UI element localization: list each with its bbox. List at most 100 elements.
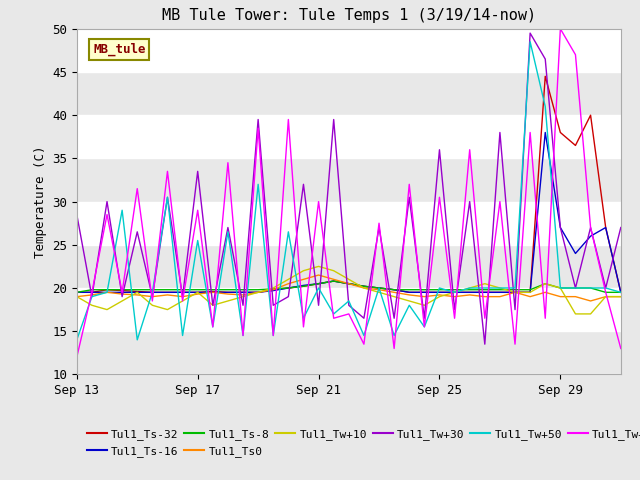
Tul1_Tw+50: [345, 298, 353, 304]
Tul1_Ts0: [224, 291, 232, 297]
Line: Tul1_Ts-8: Tul1_Ts-8: [77, 281, 621, 292]
Tul1_Tw+50: [315, 285, 323, 291]
Tul1_Tw+30: [526, 30, 534, 36]
Tul1_Ts-32: [405, 289, 413, 295]
Tul1_Ts-32: [557, 130, 564, 135]
Tul1_Ts-32: [496, 289, 504, 295]
Legend: Tul1_Ts-32, Tul1_Ts-16, Tul1_Ts-8, Tul1_Ts0, Tul1_Tw+10, Tul1_Tw+30, Tul1_Tw+50,: Tul1_Ts-32, Tul1_Ts-16, Tul1_Ts-8, Tul1_…: [83, 425, 640, 461]
Bar: [77, 331, 621, 374]
Tul1_Ts-32: [330, 278, 337, 284]
Tul1_Tw+50: [541, 104, 549, 109]
Tul1_Ts-16: [315, 281, 323, 287]
Tul1_Ts-16: [194, 289, 202, 295]
Tul1_Ts-16: [209, 289, 216, 295]
Tul1_Tw+100: [436, 194, 444, 200]
Tul1_Tw+30: [118, 294, 126, 300]
Tul1_Ts-16: [390, 287, 398, 293]
Tul1_Ts-16: [239, 289, 247, 295]
Tul1_Ts-16: [73, 289, 81, 295]
Tul1_Ts-16: [557, 225, 564, 230]
Tul1_Ts-16: [345, 281, 353, 287]
Tul1_Ts-32: [390, 287, 398, 293]
Tul1_Tw+50: [405, 302, 413, 308]
Tul1_Ts0: [179, 294, 186, 300]
Tul1_Tw+50: [390, 333, 398, 338]
Tul1_Tw+10: [88, 302, 96, 308]
Tul1_Ts-16: [451, 289, 458, 295]
Tul1_Tw+10: [148, 302, 156, 308]
Tul1_Ts-32: [133, 288, 141, 294]
Tul1_Ts-8: [557, 285, 564, 291]
Tul1_Ts-32: [617, 289, 625, 295]
Tul1_Tw+50: [285, 229, 292, 235]
Tul1_Tw+10: [194, 289, 202, 295]
Tul1_Ts-8: [511, 287, 519, 293]
Tul1_Tw+50: [148, 289, 156, 295]
Tul1_Ts-32: [118, 288, 126, 293]
Tul1_Tw+30: [390, 315, 398, 321]
Tul1_Tw+50: [269, 333, 277, 338]
Tul1_Ts-16: [572, 251, 579, 256]
Tul1_Ts-8: [360, 283, 368, 289]
Tul1_Ts-8: [194, 287, 202, 293]
Tul1_Ts0: [345, 281, 353, 287]
Tul1_Ts-16: [420, 289, 428, 295]
Tul1_Ts-16: [330, 278, 337, 284]
Tul1_Ts0: [103, 289, 111, 295]
Tul1_Ts-8: [148, 287, 156, 293]
Tul1_Tw+100: [239, 333, 247, 338]
Tul1_Tw+100: [133, 186, 141, 192]
Tul1_Ts0: [330, 276, 337, 282]
Tul1_Tw+100: [315, 199, 323, 204]
Tul1_Ts-16: [133, 289, 141, 295]
Tul1_Ts-16: [405, 289, 413, 295]
Tul1_Ts-32: [541, 73, 549, 79]
Tul1_Tw+10: [405, 298, 413, 304]
Line: Tul1_Tw+50: Tul1_Tw+50: [77, 42, 621, 340]
Line: Tul1_Tw+10: Tul1_Tw+10: [77, 266, 621, 314]
Tul1_Tw+10: [617, 294, 625, 300]
Tul1_Tw+30: [541, 56, 549, 62]
Tul1_Ts-32: [285, 285, 292, 291]
Tul1_Tw+30: [315, 302, 323, 308]
Tul1_Ts-32: [466, 289, 474, 295]
Tul1_Ts-32: [602, 225, 609, 230]
Tul1_Tw+30: [360, 315, 368, 321]
Tul1_Tw+30: [496, 130, 504, 135]
Tul1_Tw+50: [511, 285, 519, 291]
Tul1_Ts-8: [330, 278, 337, 284]
Tul1_Tw+10: [557, 285, 564, 291]
Tul1_Tw+10: [239, 294, 247, 300]
Tul1_Ts0: [587, 298, 595, 304]
Tul1_Tw+50: [375, 285, 383, 291]
Tul1_Ts-32: [572, 143, 579, 148]
Tul1_Ts-32: [254, 289, 262, 295]
Tul1_Ts-32: [436, 289, 444, 295]
Tul1_Tw+100: [164, 168, 172, 174]
Tul1_Tw+100: [572, 52, 579, 58]
Tul1_Ts-8: [118, 287, 126, 293]
Tul1_Ts-32: [73, 289, 81, 295]
Tul1_Ts-16: [481, 289, 489, 295]
Tul1_Ts-8: [496, 287, 504, 293]
Tul1_Ts-32: [239, 289, 247, 295]
Tul1_Ts0: [269, 287, 277, 293]
Tul1_Ts0: [239, 292, 247, 298]
Tul1_Ts-16: [511, 289, 519, 295]
Tul1_Tw+100: [602, 289, 609, 295]
Tul1_Ts-8: [617, 289, 625, 295]
Tul1_Ts-32: [511, 289, 519, 295]
Tul1_Tw+10: [375, 289, 383, 295]
Tul1_Ts-8: [602, 289, 609, 295]
Tul1_Ts-8: [436, 287, 444, 293]
Tul1_Ts0: [164, 292, 172, 298]
Tul1_Ts-16: [360, 283, 368, 289]
Tul1_Tw+100: [330, 315, 337, 321]
Tul1_Tw+10: [164, 307, 172, 312]
Tul1_Tw+30: [194, 168, 202, 174]
Tul1_Tw+10: [436, 294, 444, 300]
Tul1_Ts0: [602, 294, 609, 300]
Tul1_Ts-32: [360, 283, 368, 289]
Tul1_Tw+100: [88, 289, 96, 295]
Tul1_Tw+10: [330, 268, 337, 274]
